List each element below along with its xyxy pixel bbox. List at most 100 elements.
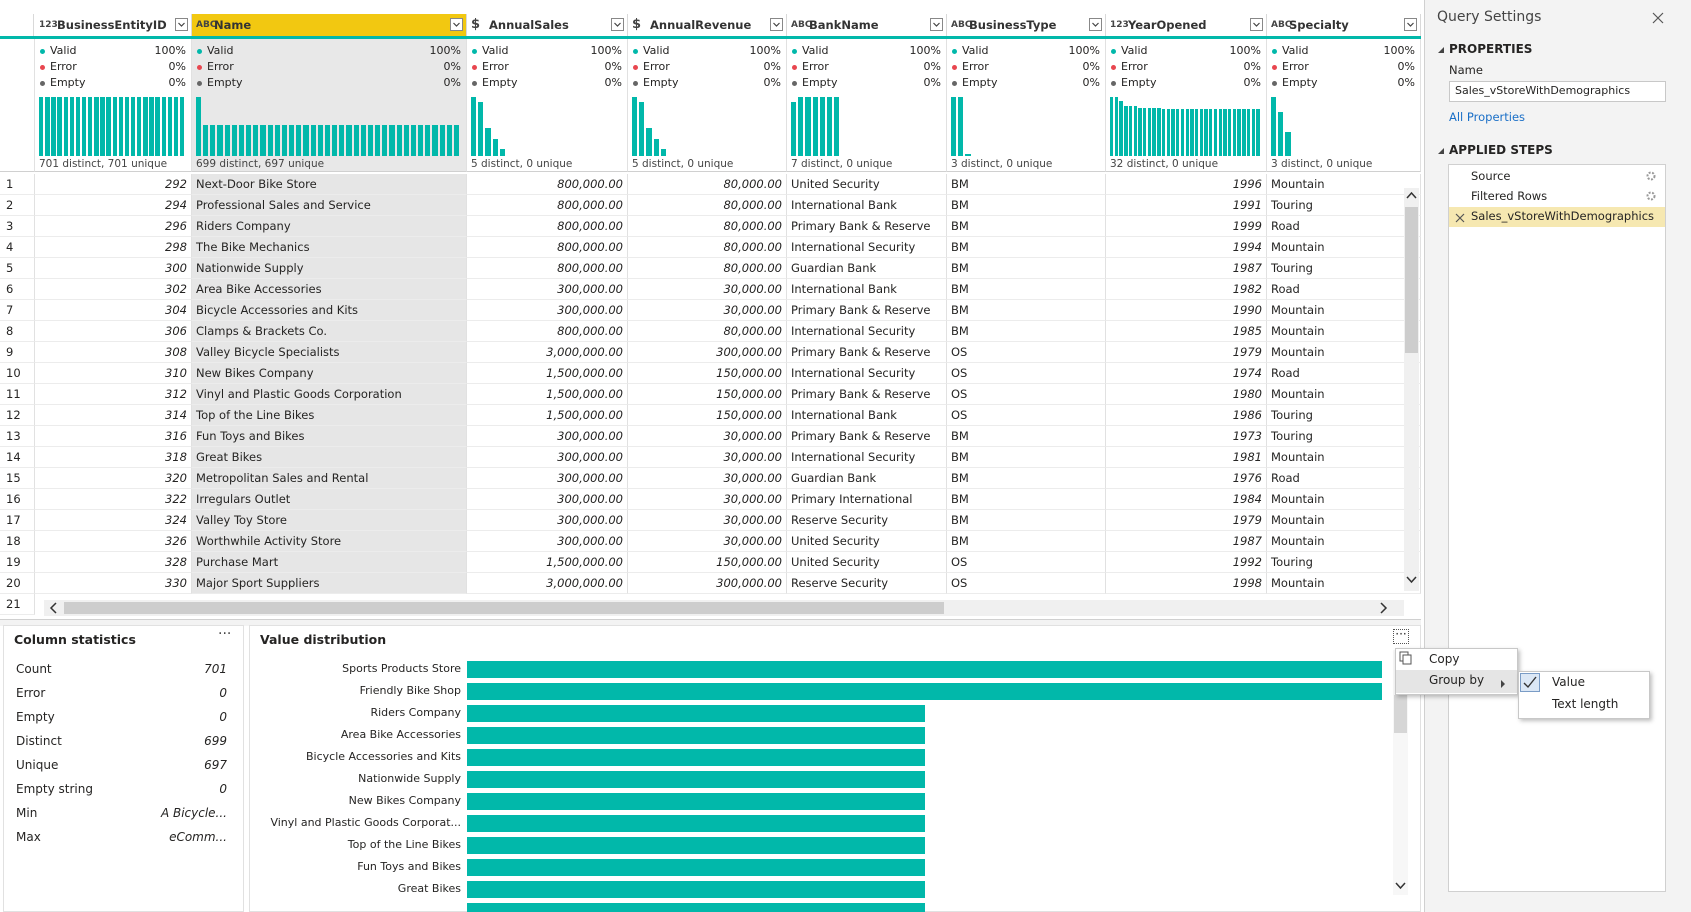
column-header[interactable] [192,14,467,36]
menu-item[interactable]: Value [1552,675,1585,689]
profile-summary: 701 distinct, 701 unique [39,158,168,170]
histogram-bar [112,97,117,156]
scroll-thumb[interactable] [64,602,944,614]
more-options[interactable]: ··· [1393,628,1409,644]
table-cell: International Security [787,363,947,384]
table-cell: 30,000.00 [628,300,787,321]
distribution-bar [467,749,925,766]
histogram-bar [965,153,971,156]
category-label: Riders Company [370,706,461,719]
filter-dropdown[interactable] [611,18,624,31]
step-settings[interactable] [1645,170,1657,185]
row-number: 6 [0,279,35,300]
filter-dropdown[interactable] [930,18,943,31]
scroll-thumb[interactable] [1394,695,1407,733]
collapse-icon[interactable] [1437,46,1445,54]
more-options[interactable]: ··· [218,626,232,642]
quality-dot [1111,65,1116,70]
scroll-left[interactable] [46,600,61,616]
quality-dot [40,49,45,54]
histogram-bar [246,125,252,156]
table-cell: Next-Door Bike Store [192,174,467,195]
row-number: 12 [0,405,35,426]
scroll-thumb[interactable] [1405,207,1418,353]
histogram-bar [410,125,417,156]
column-header[interactable] [1106,14,1267,36]
histogram-bar [396,125,402,156]
step-selected[interactable] [1449,207,1665,227]
check-box [1520,673,1540,692]
column-header[interactable] [947,14,1106,36]
quality-dot [792,65,797,70]
table-cell: 30,000.00 [628,510,787,531]
menu-item[interactable]: Group by [1429,673,1485,687]
table-cell: 294 [35,195,192,216]
table-cell: Primary Bank & Reserve [787,342,947,363]
menu-item[interactable]: Text length [1552,697,1619,711]
menu-item[interactable]: Copy [1429,652,1460,666]
histogram-bar [210,125,216,156]
table-menu[interactable] [0,14,34,36]
table-cell: 1987 [1106,531,1267,552]
quality-percent: 0% [923,76,941,89]
histogram-bar [1237,108,1241,156]
applied-step[interactable]: Sales_vStoreWithDemographics [1471,209,1655,223]
table-cell: 80,000.00 [628,195,787,216]
quality-dot [197,65,202,70]
step-settings[interactable] [1645,190,1657,205]
column-header[interactable] [787,14,947,36]
applied-step[interactable]: Filtered Rows [1471,189,1548,203]
histogram-bar [224,125,230,156]
scroll-up[interactable] [1404,188,1419,203]
quality-percent: 0% [604,76,622,89]
filter-dropdown[interactable] [770,18,783,31]
filter-dropdown[interactable] [450,18,463,31]
column-header[interactable] [1267,14,1421,36]
quality-percent: 0% [443,76,461,89]
delete-step[interactable] [1455,212,1465,226]
quality-percent: 0% [443,60,461,73]
column-header[interactable] [628,14,787,36]
histogram-bar [639,101,645,156]
panel-title: Value distribution [260,632,387,647]
table-cell: Mountain [1267,321,1421,342]
type-icon: $ [471,17,481,32]
menu-item-hover[interactable] [1396,670,1517,693]
table-cell: United Security [787,531,947,552]
quality-dot [952,49,957,54]
quality-label: Valid [643,44,670,57]
table-cell: 1,500,000.00 [467,405,628,426]
quality-dot [792,49,797,54]
row-number: 5 [0,258,35,279]
name-input[interactable]: Sales_vStoreWithDemographics [1449,81,1666,102]
filter-dropdown[interactable] [1404,18,1417,31]
scroll-down[interactable] [1393,878,1408,893]
filter-dropdown[interactable] [175,18,188,31]
filter-dropdown[interactable] [1250,18,1263,31]
column-header[interactable] [467,14,628,36]
scroll-right[interactable] [1376,600,1391,616]
histogram-bar [81,97,87,156]
table-cell: 328 [35,552,192,573]
stat-label: Count [16,662,52,676]
quality-label: Error [1121,60,1148,73]
histogram-bar [453,125,459,156]
close-button[interactable] [1652,12,1664,24]
table-cell: BM [947,531,1106,552]
collapse-icon[interactable] [1437,147,1445,155]
applied-step[interactable]: Source [1471,169,1511,183]
all-properties-link[interactable]: All Properties [1449,110,1526,124]
histogram-bar [1133,106,1137,156]
stat-label: Error [16,686,46,700]
table-cell: BM [947,321,1106,342]
column-header[interactable] [35,14,192,36]
quality-percent: 100% [590,44,622,57]
filter-dropdown[interactable] [1089,18,1102,31]
histogram-bar [179,97,185,156]
histogram-bar [632,97,638,156]
histogram-bar [1124,106,1128,156]
table-cell: 308 [35,342,192,363]
scroll-down[interactable] [1404,572,1419,587]
table-cell: Purchase Mart [192,552,467,573]
row-number: 13 [0,426,35,447]
